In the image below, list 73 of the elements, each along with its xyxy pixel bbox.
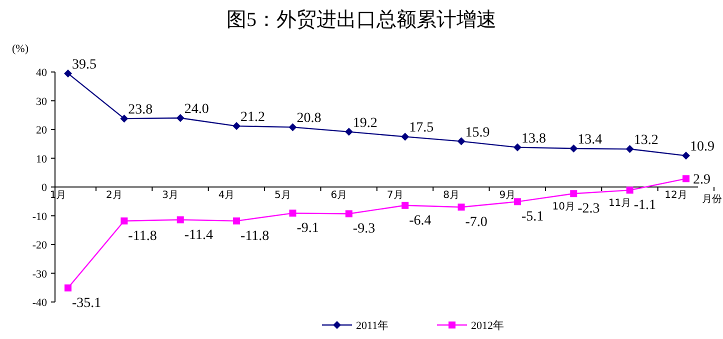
x-tick-label: 2月 [106,190,122,201]
x-tick-label: 6月 [330,190,348,201]
data-label: -2.3 [578,202,600,217]
point [233,217,240,224]
data-label: 21.2 [240,110,266,126]
point [626,145,634,154]
data-label: 19.2 [352,116,378,131]
x-tick-label: 12月 [664,190,688,201]
data-label: -11.4 [184,228,214,243]
x-tick-label: 10月 [552,202,576,213]
data-label: 23.8 [128,102,153,118]
point [120,114,128,123]
y-tick-label: -10 [32,210,48,223]
legend-label: 2011年 [356,320,389,332]
data-label: -35.1 [72,296,102,311]
data-label: 13.2 [634,133,658,148]
data-label: -5.1 [521,210,544,225]
point [402,202,409,209]
point [288,123,297,132]
data-label: 20.8 [296,111,322,126]
point [176,216,184,224]
y-axis-title: (%) [12,43,29,55]
y-tick-label: -30 [32,268,48,280]
y-tick-label: 30 [36,96,48,108]
point [626,186,634,194]
point [401,132,410,141]
point [458,204,465,211]
point [682,175,690,182]
legend-label: 2012年 [471,320,504,332]
y-tick-label: 10 [36,153,48,166]
data-label: -9.1 [296,221,319,236]
data-label: -9.3 [352,222,376,237]
data-label: 17.5 [409,120,434,136]
x-tick-label: 11月 [608,198,632,210]
data-label: 13.4 [578,132,602,148]
x-tick-label: 8月 [443,190,460,201]
point [457,137,466,146]
x-tick-label: 9月 [499,190,516,201]
data-label: 10.9 [690,140,714,155]
point [570,144,578,152]
y-tick-label: -20 [32,240,48,252]
point [344,128,353,136]
x-tick-label: 7月 [386,190,404,201]
data-label: -6.4 [409,213,432,228]
point [232,122,241,130]
point [514,198,521,206]
y-tick-label: 0 [42,182,48,194]
point [120,217,128,224]
data-label: -1.1 [634,198,656,214]
point [289,210,296,217]
point [570,190,578,198]
x-tick-label: 5月 [274,190,291,201]
data-label: 24.0 [184,102,209,117]
x-tick-label: 3月 [162,190,179,201]
x-tick-label: 4月 [218,190,235,201]
y-tick-label: 40 [36,67,48,79]
point [64,69,72,78]
point [64,284,72,292]
point [513,143,522,152]
data-label: -11.8 [240,228,270,244]
y-tick-label: -40 [32,297,48,309]
data-label: 2.9 [693,172,710,188]
data-label: 39.5 [72,57,96,72]
y-tick-label: 20 [36,124,48,136]
point [345,210,352,218]
data-label: 15.9 [465,125,490,140]
x-axis-title: 月份 [702,194,722,205]
data-label: 13.8 [521,131,546,146]
data-label: -11.8 [128,228,157,244]
data-label: -7.0 [465,215,488,230]
point [682,152,690,160]
chart-title: 图5：外贸进出口总额累计增速 [226,9,496,31]
point [176,114,184,122]
